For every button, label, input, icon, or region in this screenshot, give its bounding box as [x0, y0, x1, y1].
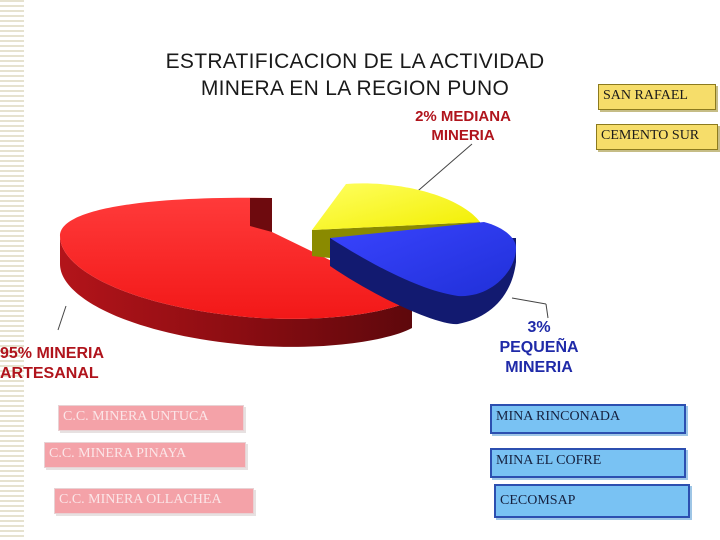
label-artesanal-line-2: ARTESANAL	[0, 365, 99, 382]
label-pequena-line-3: MINERIA	[505, 359, 573, 376]
label-pequena-line-1: 3%	[527, 319, 551, 336]
label-mediana-line-1: 2% MEDIANA	[415, 108, 511, 125]
leader-line-artesanal	[57, 305, 67, 331]
chart-title-line-1: ESTRATIFICACION DE LA ACTIVIDAD	[165, 50, 545, 73]
company-box-ollachea: C.C. MINERA OLLACHEA	[54, 488, 254, 514]
label-pequena: 3% PEQUEÑA MINERIA	[484, 318, 594, 378]
slice-artesanal-cut-face-2	[250, 198, 272, 232]
company-box-cemento-sur: CEMENTO SUR	[596, 124, 718, 150]
slice-pequena-top	[330, 222, 516, 297]
label-artesanal-line-1: 95% MINERIA	[0, 345, 105, 362]
chart-title: ESTRATIFICACION DE LA ACTIVIDAD MINERA E…	[120, 48, 590, 102]
company-box-pinaya: C.C. MINERA PINAYA	[44, 442, 246, 468]
slice-artesanal-top	[60, 197, 412, 319]
slide-decoration-stripes	[0, 0, 24, 540]
label-pequena-line-2: PEQUEÑA	[499, 339, 579, 356]
label-mediana-line-2: MINERIA	[431, 127, 495, 144]
leader-line-mediana	[411, 143, 473, 197]
label-artesanal: 95% MINERIA ARTESANAL	[0, 344, 104, 384]
slice-mediana-top	[312, 183, 480, 230]
company-box-untuca: C.C. MINERA UNTUCA	[58, 405, 244, 431]
chart-title-line-2: MINERA EN LA REGION PUNO	[200, 77, 510, 100]
company-box-el-cofre: MINA EL COFRE	[490, 448, 686, 478]
company-box-san-rafael: SAN RAFAEL	[598, 84, 716, 110]
company-box-cecomsap: CECOMSAP	[494, 484, 690, 518]
label-mediana: 2% MEDIANA MINERIA	[398, 107, 528, 145]
company-box-rinconada: MINA RINCONADA	[490, 404, 686, 434]
leader-line-pequena	[511, 297, 547, 305]
leader-line-pequena-2	[545, 303, 549, 319]
slice-artesanal-side	[60, 236, 412, 347]
